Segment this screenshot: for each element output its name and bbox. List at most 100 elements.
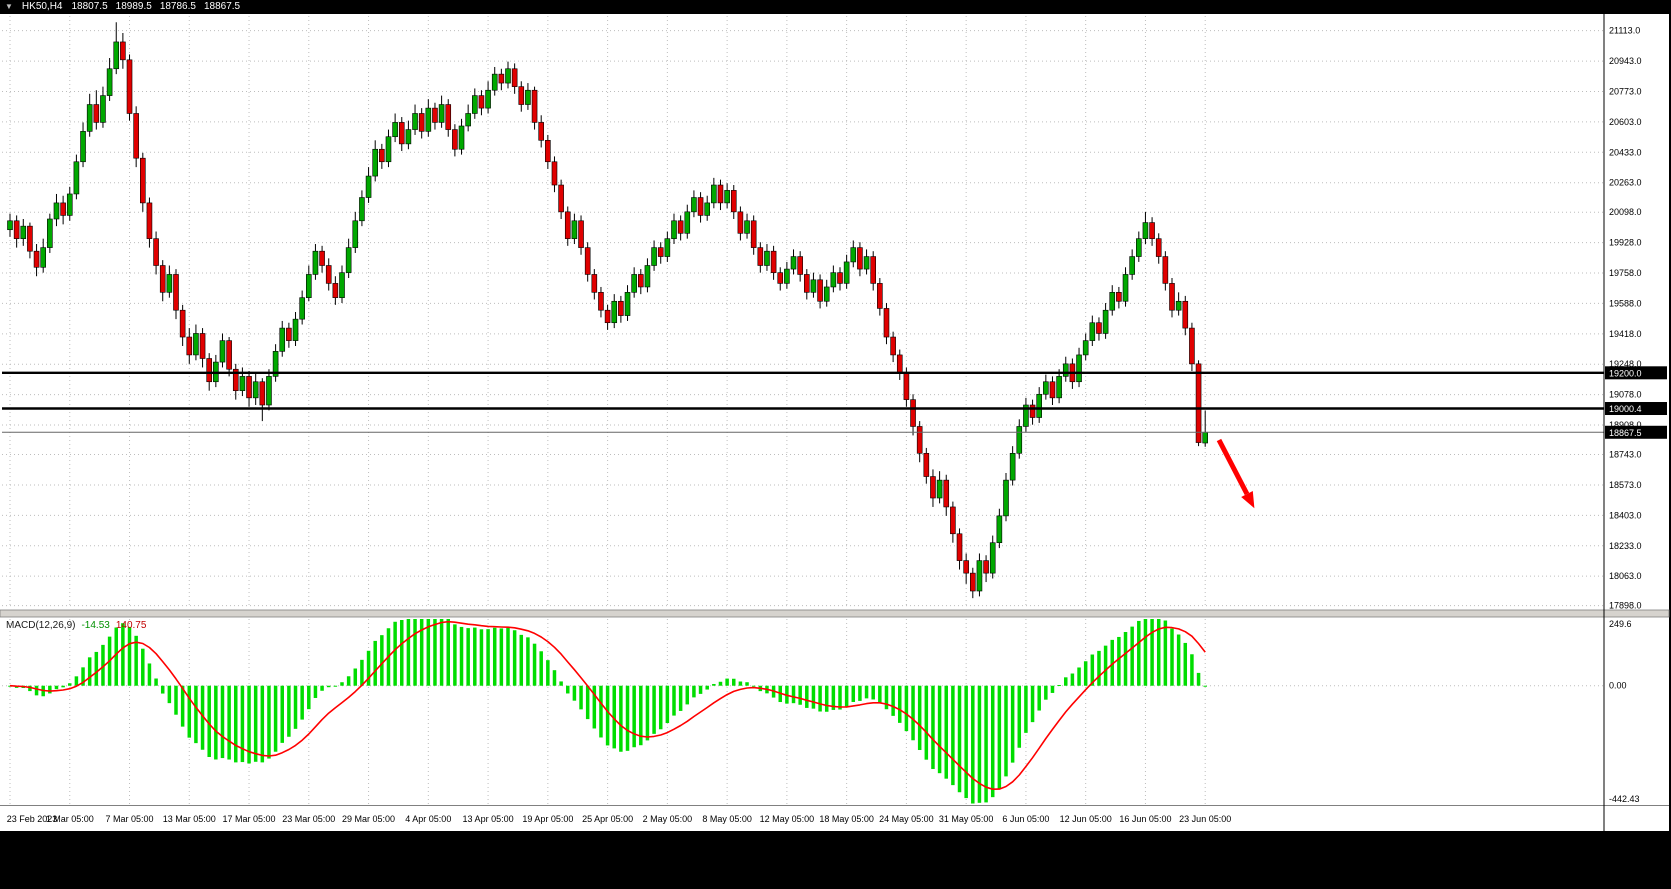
candles-layer [7, 22, 1208, 599]
candle [153, 231, 159, 275]
candle [345, 238, 352, 279]
candle [976, 553, 983, 597]
trend-arrow[interactable] [1216, 438, 1255, 509]
price-axis-label: 20943.0 [1609, 56, 1642, 66]
price-axis-label: 19758.0 [1609, 268, 1642, 278]
time-axis-label: 19 Apr 05:00 [522, 814, 573, 824]
price-tag: 19200.0 [1605, 366, 1667, 380]
candle [445, 99, 452, 137]
candle [637, 269, 644, 295]
macd-axis-label: -442.43 [1609, 794, 1640, 804]
candle [385, 129, 392, 168]
candle [525, 83, 531, 110]
price-axis-label: 18063.0 [1609, 571, 1642, 581]
candle [1189, 322, 1195, 372]
candle [438, 95, 445, 128]
price-tag: 18867.5 [1605, 425, 1667, 439]
candle [963, 553, 969, 584]
candle [1142, 211, 1149, 245]
candle [86, 93, 93, 137]
candle [452, 124, 458, 157]
candle [1003, 472, 1009, 522]
candle [219, 333, 226, 368]
candle [1155, 233, 1162, 264]
candle [883, 303, 890, 345]
candle [246, 371, 252, 407]
candle [551, 156, 558, 193]
candle [279, 320, 286, 357]
candle [956, 528, 963, 570]
candle [33, 244, 40, 277]
candle [930, 469, 936, 507]
candle [113, 22, 120, 75]
candle [471, 88, 478, 119]
time-axis-label: 17 Mar 05:00 [223, 814, 276, 824]
candle [1122, 267, 1129, 307]
candle [432, 102, 438, 130]
price-axis-label: 20433.0 [1609, 147, 1642, 157]
candle [890, 331, 896, 363]
candle [877, 278, 883, 316]
candle [425, 99, 432, 137]
candle [259, 378, 266, 422]
candle [179, 304, 186, 346]
chart-dropdown-icon[interactable]: ▼ [5, 2, 13, 11]
candle [797, 251, 803, 282]
time-axis-label: 6 Jun 05:00 [1002, 814, 1049, 824]
candle [757, 242, 764, 273]
candle [624, 285, 631, 321]
price-axis-label: 20603.0 [1609, 117, 1642, 127]
candle [1056, 369, 1062, 404]
candle [272, 344, 279, 382]
candle [126, 54, 133, 121]
candle [697, 192, 704, 223]
candle [631, 267, 637, 298]
price-axis-label: 19078.0 [1609, 390, 1642, 400]
ohlc-values: 18807.5 18989.5 18786.5 18867.5 [72, 0, 241, 14]
candle [166, 265, 173, 298]
time-axis-label: 18 May 05:00 [819, 814, 874, 824]
candle [657, 242, 664, 264]
candle [312, 244, 319, 280]
candle [910, 394, 916, 436]
time-axis-label: 1 Mar 05:00 [46, 814, 94, 824]
candle [843, 254, 850, 289]
macd-axis-label: 0.00 [1609, 681, 1627, 691]
candle [305, 265, 312, 302]
candle [325, 258, 332, 291]
price-axis-label: 18908.0 [1609, 420, 1642, 430]
candle [365, 167, 372, 203]
candle [584, 242, 591, 282]
time-axis-label: 2 May 05:00 [643, 814, 693, 824]
candle [717, 179, 724, 211]
candle [618, 295, 624, 323]
candle [1036, 387, 1042, 423]
candle [392, 113, 398, 143]
candle [1149, 217, 1155, 246]
candle [40, 238, 47, 273]
svg-text:19000.4: 19000.4 [1609, 404, 1642, 414]
price-level-lines [2, 371, 1604, 410]
candle [531, 86, 538, 130]
candle [983, 555, 989, 583]
candle [252, 372, 259, 406]
close-value: 18867.5 [203, 1, 241, 12]
price-axis-label: 18233.0 [1609, 541, 1642, 551]
candle [226, 337, 232, 377]
candle [1096, 317, 1102, 341]
candle [505, 61, 511, 89]
symbol-timeframe-label: HK50,H4 [21, 1, 63, 12]
candle [604, 304, 611, 330]
candle [1089, 315, 1096, 346]
time-axis-label: 16 Jun 05:00 [1119, 814, 1171, 824]
candle [13, 215, 20, 248]
bottom-bar [0, 831, 1671, 889]
candle [140, 152, 146, 212]
price-axis[interactable]: 21113.0 20943.0 20773.0 20603.0 20433.0 20263… [1603, 14, 1642, 831]
candle [1062, 356, 1069, 382]
chart-plot-area[interactable] [2, 16, 1604, 608]
time-axis-label: 23 Feb 2023 [7, 814, 58, 824]
panel-splitter[interactable] [0, 609, 1670, 618]
candle [1162, 251, 1169, 291]
